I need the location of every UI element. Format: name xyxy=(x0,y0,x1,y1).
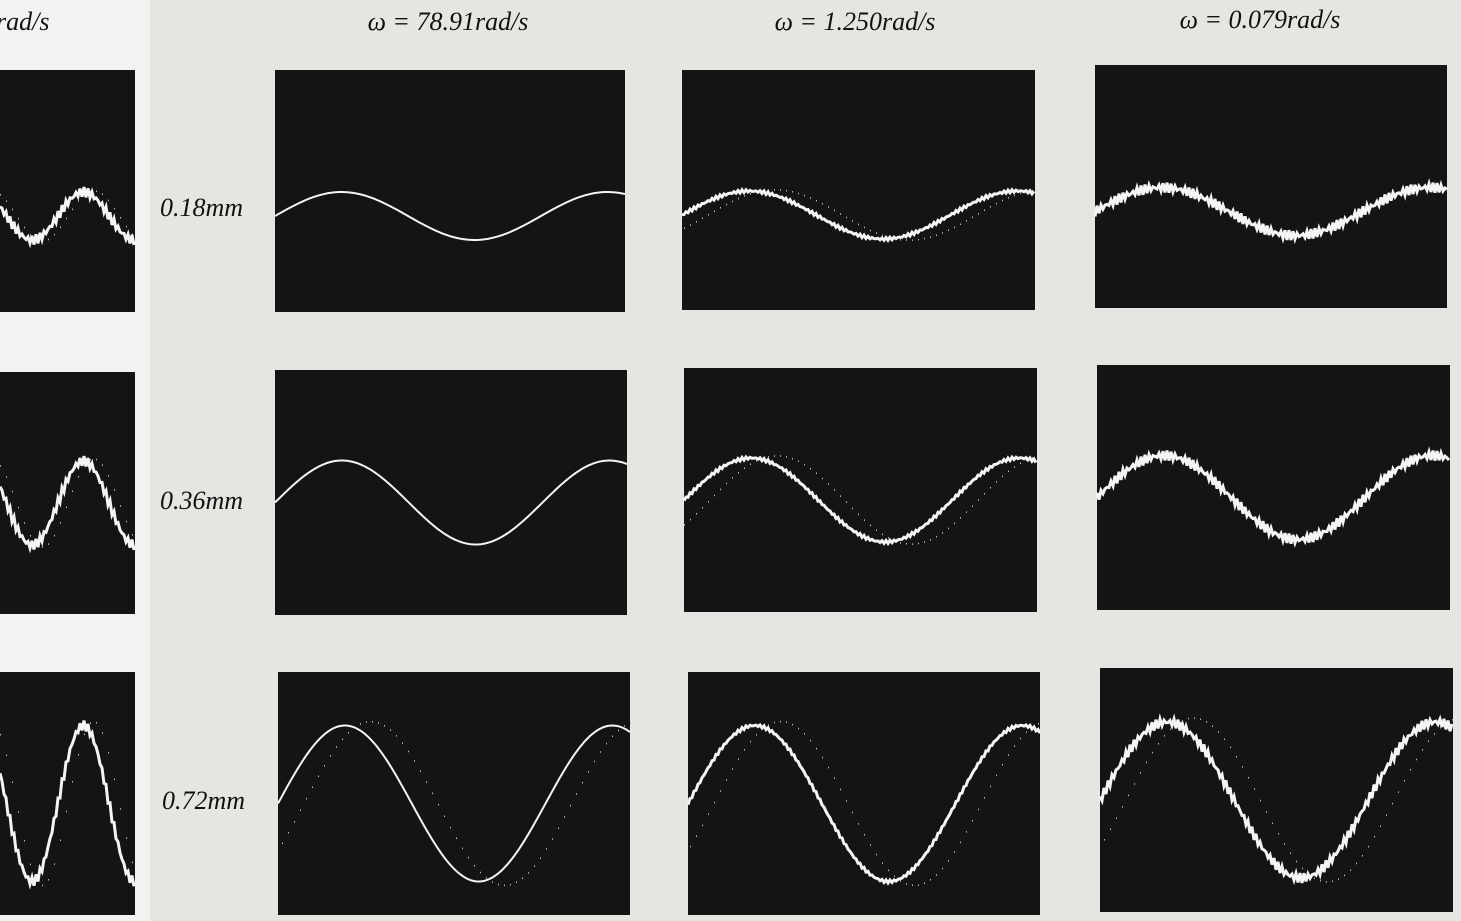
column-header: ω = 78.91rad/s xyxy=(368,7,529,36)
row-label: 0.36mm xyxy=(160,486,243,515)
column-header: ω = 0.079rad/s xyxy=(1180,5,1341,34)
oscilloscope-panel xyxy=(275,70,625,312)
column-header: ω = 1.250rad/s xyxy=(775,7,936,36)
oscilloscope-panel xyxy=(682,70,1035,310)
oscilloscope-panel xyxy=(1097,365,1450,610)
oscilloscope-panel xyxy=(0,672,135,915)
oscilloscope-panel xyxy=(275,370,627,615)
oscilloscope-panel xyxy=(0,70,135,312)
oscilloscope-panel xyxy=(1100,668,1453,912)
oscilloscope-panel xyxy=(688,672,1040,915)
oscilloscope-panel xyxy=(684,368,1037,612)
page: rad/s ω = 78.91rad/s ω = 1.250rad/s ω = … xyxy=(0,0,1461,921)
row-label: 0.72mm xyxy=(162,786,245,815)
figure: rad/s ω = 78.91rad/s ω = 1.250rad/s ω = … xyxy=(0,0,1461,921)
column-header: rad/s xyxy=(0,7,49,36)
row-label: 0.18mm xyxy=(160,193,243,222)
oscilloscope-panel xyxy=(278,672,630,915)
oscilloscope-panel xyxy=(0,372,135,614)
